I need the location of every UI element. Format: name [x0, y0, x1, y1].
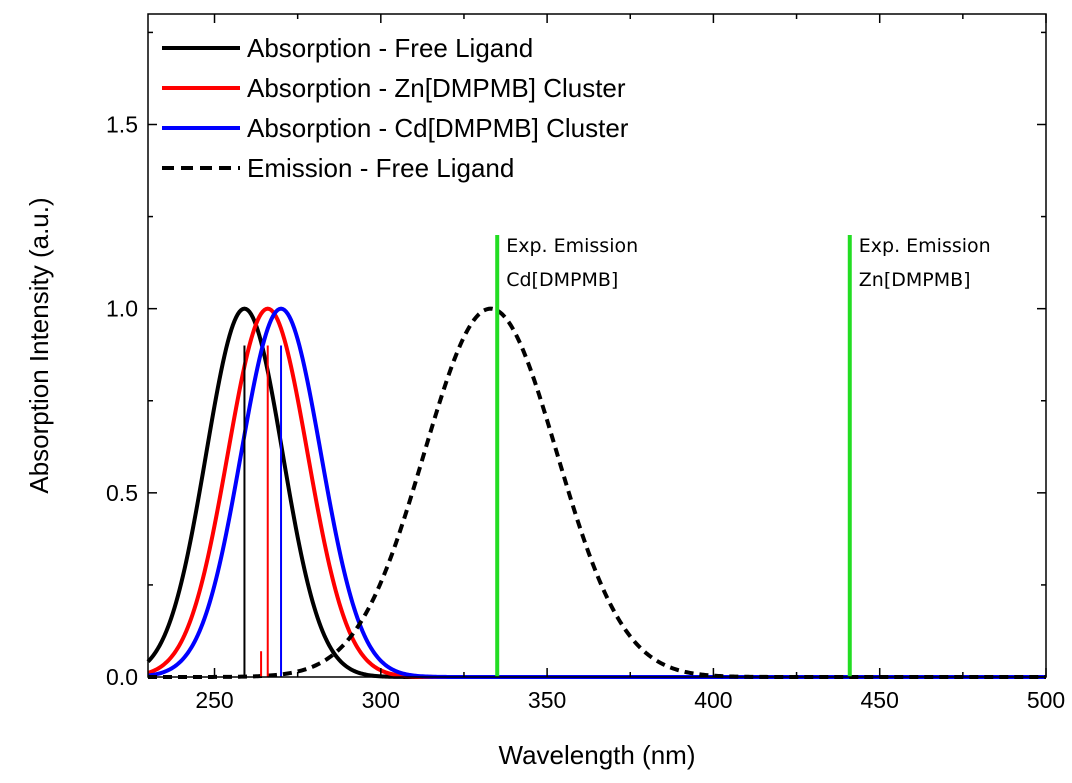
emission-markers: Exp. Emission Cd[DMPMB] Exp. Emission Zn[DM…	[495, 235, 991, 677]
legend-label-3: Absorption - Cd[DMPMB] Cluster	[247, 113, 629, 143]
y-tick-label-2: 0.5	[106, 480, 138, 506]
x-tick-label-4: 400	[694, 687, 732, 713]
axis-ticks: 250 300 350 400 450 500 0.0 0.5 1.0 1.5	[106, 14, 1065, 713]
series-curves	[146, 306, 1046, 679]
plot-frame	[147, 13, 1047, 678]
emission-marker-label-2-line2: Zn[DMPMB]	[859, 269, 971, 291]
x-tick-label-3: 350	[528, 687, 566, 713]
y-tick-label-3: 1.0	[106, 296, 138, 322]
emission-marker-label-1-line2: Cd[DMPMB]	[506, 269, 618, 291]
y-tick-label-4: 1.5	[106, 112, 138, 138]
x-axis-title: Wavelength (nm)	[499, 740, 696, 770]
series-line-1	[146, 306, 1046, 679]
emission-marker-label-2-line1: Exp. Emission	[859, 235, 991, 257]
y-axis-title: Absorption Intensity (a.u.)	[24, 197, 54, 493]
legend-label-2: Absorption - Zn[DMPMB] Cluster	[247, 73, 626, 103]
x-tick-label-2: 300	[362, 687, 400, 713]
x-tick-label-5: 450	[861, 687, 899, 713]
emission-marker-label-1-line1: Exp. Emission	[506, 235, 638, 257]
series-line-3	[147, 306, 1046, 679]
stick-transitions	[243, 345, 283, 677]
series-line-2	[147, 306, 1046, 679]
x-tick-label-1: 250	[195, 687, 233, 713]
y-tick-label-1: 0.0	[106, 664, 138, 690]
legend-label-4: Emission - Free Ligand	[247, 153, 514, 183]
legend: Absorption - Free Ligand Absorption - Zn[…	[162, 33, 629, 183]
x-tick-label-6: 500	[1027, 687, 1065, 713]
legend-label-1: Absorption - Free Ligand	[247, 33, 533, 63]
series-line-4	[148, 306, 1046, 679]
